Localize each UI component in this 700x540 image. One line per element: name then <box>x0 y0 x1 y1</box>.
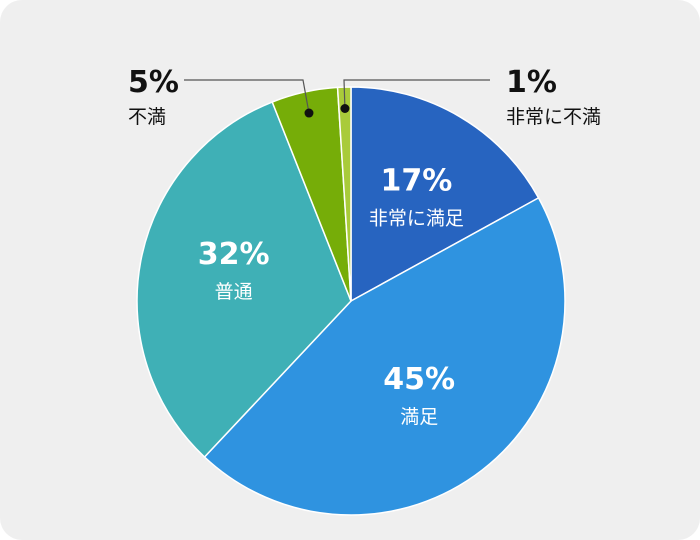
pie-slices <box>136 86 566 516</box>
data-label-value-0: 17% <box>380 163 452 198</box>
data-label-value-2: 32% <box>198 237 270 272</box>
leader-line-4 <box>343 79 490 109</box>
data-label-value-3: 5% <box>128 65 179 100</box>
leader-line-3 <box>184 79 310 114</box>
data-label-name-2: 普通 <box>215 281 253 303</box>
data-label-name-0: 非常に満足 <box>369 207 464 229</box>
slice-1 <box>203 197 566 516</box>
data-label-name-4: 非常に不満 <box>506 106 601 128</box>
data-label-value-1: 45% <box>383 362 455 397</box>
data-label-name-3: 不満 <box>128 106 166 128</box>
pie-labels: 17% 非常に満足 45% 満足 32% 普通 5% 不満 1% 非常に不満 <box>128 65 601 428</box>
data-label-name-1: 満足 <box>400 406 438 428</box>
slice-0 <box>350 86 540 302</box>
leader-dot-4 <box>340 103 350 113</box>
data-label-value-4: 1% <box>506 65 557 100</box>
slice-2 <box>136 101 352 458</box>
leader-dot-3 <box>304 108 314 118</box>
